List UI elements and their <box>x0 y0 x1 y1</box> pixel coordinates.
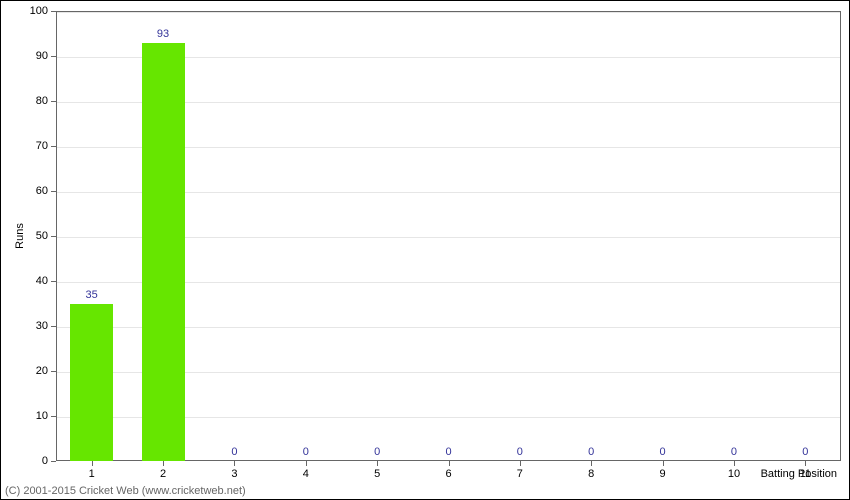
x-tick <box>306 461 307 466</box>
x-tick-label: 5 <box>374 468 380 480</box>
x-tick <box>377 461 378 466</box>
y-tick <box>51 281 56 282</box>
x-tick <box>805 461 806 466</box>
value-label: 0 <box>374 446 380 458</box>
y-tick <box>51 236 56 237</box>
x-tick <box>520 461 521 466</box>
y-tick-label: 70 <box>1 140 48 152</box>
value-label: 0 <box>588 446 594 458</box>
x-tick <box>163 461 164 466</box>
x-tick <box>92 461 93 466</box>
value-label: 0 <box>231 446 237 458</box>
y-tick <box>51 101 56 102</box>
value-label: 0 <box>445 446 451 458</box>
y-tick <box>51 371 56 372</box>
x-tick-label: 7 <box>517 468 523 480</box>
x-tick-label: 8 <box>588 468 594 480</box>
x-tick-label: 6 <box>445 468 451 480</box>
y-tick-label: 100 <box>1 5 48 17</box>
y-tick-label: 90 <box>1 50 48 62</box>
y-tick-label: 60 <box>1 185 48 197</box>
y-tick-label: 40 <box>1 275 48 287</box>
y-tick-label: 20 <box>1 365 48 377</box>
x-tick-label: 11 <box>800 468 811 480</box>
value-label: 0 <box>731 446 737 458</box>
y-tick-label: 10 <box>1 410 48 422</box>
x-tick-label: 10 <box>728 468 740 480</box>
x-tick <box>449 461 450 466</box>
x-tick-label: 2 <box>160 468 166 480</box>
y-tick-label: 30 <box>1 320 48 332</box>
x-tick <box>234 461 235 466</box>
y-tick <box>51 416 56 417</box>
x-tick-label: 1 <box>89 468 95 480</box>
y-tick <box>51 461 56 462</box>
x-tick <box>663 461 664 466</box>
x-tick <box>734 461 735 466</box>
copyright-text: (C) 2001-2015 Cricket Web (www.cricketwe… <box>5 485 246 497</box>
value-label: 0 <box>660 446 666 458</box>
y-tick-label: 0 <box>1 455 48 467</box>
value-label: 0 <box>517 446 523 458</box>
y-tick <box>51 146 56 147</box>
value-label: 93 <box>157 28 169 40</box>
y-tick <box>51 191 56 192</box>
bar <box>70 304 113 462</box>
y-tick <box>51 11 56 12</box>
x-tick-label: 4 <box>303 468 309 480</box>
value-label: 0 <box>303 446 309 458</box>
y-tick-label: 50 <box>1 230 48 242</box>
gridline <box>57 12 840 13</box>
x-tick-label: 3 <box>231 468 237 480</box>
y-tick <box>51 326 56 327</box>
x-tick <box>591 461 592 466</box>
chart-container: Runs Batting Position (C) 2001-2015 Cric… <box>0 0 850 500</box>
x-tick-label: 9 <box>660 468 666 480</box>
y-tick-label: 80 <box>1 95 48 107</box>
value-label: 0 <box>802 446 808 458</box>
value-label: 35 <box>86 289 98 301</box>
bar <box>142 43 185 462</box>
y-tick <box>51 56 56 57</box>
